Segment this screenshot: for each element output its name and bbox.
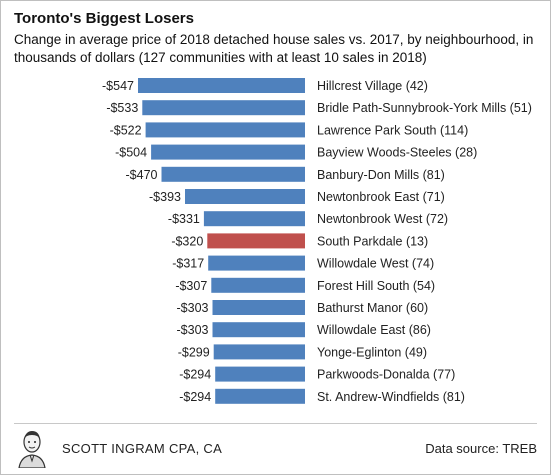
category-label: Newtonbrook East (71) bbox=[317, 190, 445, 204]
category-label: Banbury-Don Mills (81) bbox=[317, 168, 445, 182]
bar-12 bbox=[213, 344, 305, 360]
category-label: Bayview Woods-Steeles (28) bbox=[317, 146, 477, 160]
bar-0 bbox=[138, 78, 305, 93]
category-label: Bridle Path-Sunnybrook-York Mills (51) bbox=[317, 101, 532, 115]
bar-8 bbox=[208, 255, 305, 271]
category-label: Yonge-Eglinton (49) bbox=[317, 345, 427, 359]
bar-5 bbox=[185, 189, 305, 204]
bar-1 bbox=[142, 100, 305, 116]
category-label: Hillcrest Village (42) bbox=[317, 79, 428, 93]
bar-10 bbox=[212, 300, 305, 315]
category-label: Lawrence Park South (114) bbox=[317, 123, 468, 137]
bar-value-label: -$294 bbox=[179, 390, 211, 404]
bar-value-label: -$504 bbox=[115, 146, 147, 160]
category-label: Parkwoods-Donalda (77) bbox=[317, 368, 455, 382]
bar-chart: -$547 Hillcrest Village (42) -$533 Bridle P… bbox=[102, 78, 532, 404]
author-name: SCOTT INGRAM CPA, CA bbox=[62, 441, 223, 456]
chart-subtitle: Change in average price of 2018 detached… bbox=[14, 32, 534, 65]
bar-value-label: -$320 bbox=[171, 234, 203, 248]
bar-11 bbox=[212, 322, 305, 338]
bar-7 bbox=[207, 233, 305, 249]
category-label: Willowdale West (74) bbox=[317, 257, 434, 271]
bar-value-label: -$294 bbox=[179, 368, 211, 382]
category-label: Forest Hill South (54) bbox=[317, 279, 435, 293]
bar-13 bbox=[215, 366, 305, 382]
bar-value-label: -$303 bbox=[177, 323, 209, 337]
bar-value-label: -$299 bbox=[178, 345, 210, 359]
chart-title: Toronto's Biggest Losers bbox=[14, 10, 194, 27]
bar-value-label: -$317 bbox=[172, 257, 204, 271]
bar-3 bbox=[151, 144, 305, 160]
portrait-sketch-icon bbox=[18, 431, 46, 468]
bar-value-label: -$331 bbox=[168, 212, 200, 226]
bar-4 bbox=[161, 166, 305, 182]
data-source: Data source: TREB bbox=[425, 441, 537, 456]
bar-value-label: -$307 bbox=[175, 279, 207, 293]
bar-value-label: -$547 bbox=[102, 79, 134, 93]
bar-value-label: -$470 bbox=[126, 168, 158, 182]
bar-2 bbox=[145, 122, 305, 138]
bar-value-label: -$393 bbox=[149, 190, 181, 204]
category-label: St. Andrew-Windfields (81) bbox=[317, 390, 465, 404]
category-label: South Parkdale (13) bbox=[317, 234, 428, 248]
category-label: Willowdale East (86) bbox=[317, 323, 431, 337]
footer-divider bbox=[14, 423, 537, 424]
bar-6 bbox=[203, 211, 305, 227]
category-label: Newtonbrook West (72) bbox=[317, 212, 448, 226]
bar-9 bbox=[211, 277, 305, 293]
bar-value-label: -$522 bbox=[110, 123, 142, 137]
bar-value-label: -$303 bbox=[177, 301, 209, 315]
bar-14 bbox=[215, 388, 305, 404]
bar-value-label: -$533 bbox=[106, 101, 138, 115]
category-label: Bathurst Manor (60) bbox=[317, 301, 428, 315]
